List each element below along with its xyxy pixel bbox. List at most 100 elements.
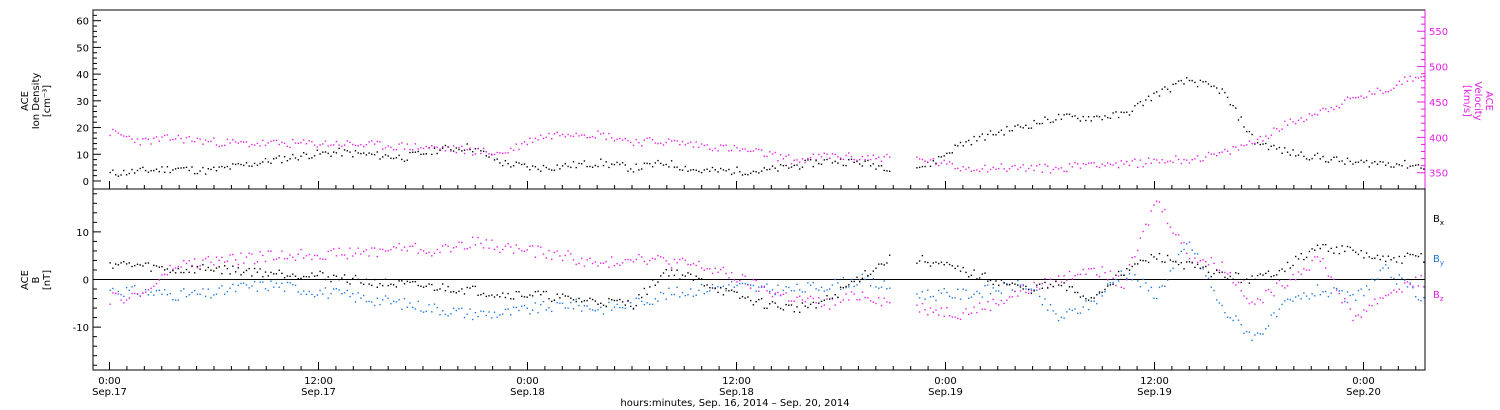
bz-point xyxy=(957,317,959,320)
by-point xyxy=(1237,319,1240,321)
density-point xyxy=(750,172,752,174)
bz-point xyxy=(142,292,144,294)
bx-point xyxy=(1221,271,1223,273)
velocity-point xyxy=(1028,167,1030,170)
density-point xyxy=(1147,95,1150,97)
velocity-point xyxy=(545,136,547,139)
velocity-point xyxy=(777,160,779,162)
velocity-point xyxy=(575,132,577,134)
bx-point xyxy=(676,269,678,271)
by-point xyxy=(352,293,354,295)
velocity-point xyxy=(1126,160,1128,163)
velocity-point xyxy=(932,158,934,160)
velocity-point xyxy=(823,152,825,154)
velocity-point xyxy=(1325,108,1327,110)
by-point xyxy=(591,309,594,311)
bx-point xyxy=(493,296,496,298)
by-point xyxy=(995,290,997,292)
density-point xyxy=(597,165,599,168)
bx-point xyxy=(1417,255,1420,258)
bx-point xyxy=(1295,255,1297,258)
density-point xyxy=(354,150,357,152)
bz-point xyxy=(1096,274,1098,276)
bx-point xyxy=(1387,255,1390,257)
by-point xyxy=(1368,288,1370,291)
by-point xyxy=(883,280,885,282)
bz-point xyxy=(1003,302,1005,304)
bx-point xyxy=(387,284,389,287)
bx-point xyxy=(739,297,741,299)
bz-point xyxy=(1063,275,1065,277)
by-point xyxy=(264,288,267,290)
date-tick-label: Sep.19 xyxy=(928,387,963,398)
bx-point xyxy=(496,294,498,296)
bz-point xyxy=(1248,302,1251,305)
bz-point xyxy=(1284,287,1286,289)
velocity-point xyxy=(458,146,460,149)
density-point xyxy=(188,169,190,172)
velocity-point xyxy=(463,152,466,155)
by-point xyxy=(880,286,883,288)
velocity-point xyxy=(1060,167,1063,169)
by-point xyxy=(253,281,256,283)
density-point xyxy=(1322,155,1324,158)
density-point xyxy=(711,166,714,169)
velocity-point xyxy=(1409,75,1411,78)
velocity-point xyxy=(1265,135,1267,137)
density-point xyxy=(493,159,496,161)
density-point xyxy=(1044,116,1046,118)
by-point xyxy=(1393,277,1395,280)
velocity-point xyxy=(303,139,305,141)
field-axis-title: ACE B [nT] xyxy=(20,270,53,290)
bz-point xyxy=(1120,286,1122,288)
by-point xyxy=(1161,285,1163,287)
bz-point xyxy=(725,272,727,275)
bx-point xyxy=(469,287,471,289)
by-point xyxy=(643,303,646,306)
bx-point xyxy=(668,275,670,277)
by-point xyxy=(1180,250,1182,252)
by-point xyxy=(581,310,583,312)
bx-point xyxy=(422,286,425,288)
velocity-point xyxy=(128,135,130,137)
density-point xyxy=(403,160,406,162)
density-point xyxy=(540,170,542,172)
by-point xyxy=(578,304,580,307)
velocity-point xyxy=(1183,158,1185,161)
bz-point xyxy=(782,293,785,295)
by-point xyxy=(1387,267,1390,269)
density-point xyxy=(752,170,755,172)
velocity-point xyxy=(109,134,111,137)
bx-point xyxy=(1349,246,1351,249)
bz-point xyxy=(1254,303,1256,305)
by-point xyxy=(305,293,308,295)
bx-point xyxy=(1368,256,1370,258)
bx-point xyxy=(297,278,299,280)
bz-point xyxy=(1412,285,1414,287)
bx-point xyxy=(384,278,387,280)
density-point xyxy=(117,175,120,177)
bz-point xyxy=(1183,242,1185,244)
density-point xyxy=(777,170,779,172)
bz-point xyxy=(611,256,613,258)
density-point xyxy=(213,166,215,168)
by-point xyxy=(698,289,700,291)
bx-point xyxy=(1126,268,1128,270)
bx-point xyxy=(455,292,457,294)
bz-point xyxy=(1186,252,1188,254)
by-point xyxy=(679,296,681,298)
by-point xyxy=(1278,308,1281,310)
bx-point xyxy=(823,299,825,301)
bz-point xyxy=(229,254,231,256)
bx-point xyxy=(117,264,120,266)
bx-point xyxy=(1186,261,1188,263)
bz-point xyxy=(583,265,586,267)
density-point xyxy=(1158,95,1161,97)
density-point xyxy=(763,167,765,169)
bx-point xyxy=(204,269,207,271)
velocity-point xyxy=(313,144,316,146)
density-point xyxy=(586,165,588,168)
by-point xyxy=(267,289,269,292)
bx-point xyxy=(1278,269,1281,272)
velocity-point xyxy=(158,140,160,142)
